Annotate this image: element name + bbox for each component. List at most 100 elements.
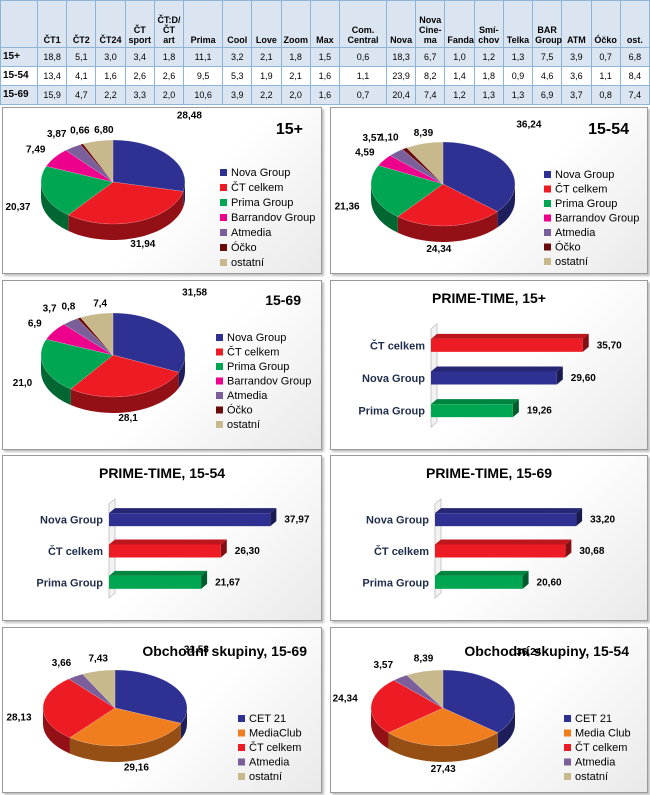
table-cell: 18,3 [385, 47, 417, 67]
legend-label: Atmedia [249, 757, 290, 769]
table-cell: 3,7 [561, 85, 592, 105]
pie-slice-side [497, 708, 515, 749]
pie-slice-side [183, 182, 185, 208]
legend-swatch [564, 773, 571, 780]
legend-label: ČT celkem [249, 741, 301, 754]
pie-slice-barrandov-group [45, 149, 114, 183]
slice-value-label: 3,66 [52, 658, 72, 669]
legend-label: Óčko [231, 241, 257, 254]
legend-swatch [220, 184, 227, 191]
pie-slice-ostatn- [406, 669, 444, 709]
slice-value-label: 20,37 [5, 202, 30, 213]
bar-prima-group [435, 575, 523, 589]
bar-nova-group [435, 513, 577, 527]
pie-slice--t-celkem [370, 679, 444, 734]
legend-swatch [238, 729, 245, 737]
column-header: Max [309, 0, 340, 48]
legend-swatch [544, 214, 551, 222]
pie-slice-prima-group [40, 339, 114, 390]
pie-slice-barrandov-group [45, 324, 114, 356]
legend-label: Prima Group [555, 198, 617, 210]
legend-swatch [544, 229, 551, 236]
category-label: Nova Group [362, 373, 425, 385]
table-cell: 13,4 [36, 66, 68, 86]
bar-side [220, 539, 227, 558]
slice-value-label: 28,48 [177, 110, 202, 121]
table-cell: 0,9 [502, 66, 534, 86]
bar--t-celkem [435, 544, 566, 558]
legend-swatch [220, 259, 227, 266]
category-label: Nova Group [366, 515, 429, 527]
bar-top [431, 366, 563, 372]
column-header: Prima [183, 0, 224, 48]
slice-value-label: 31,58 [182, 288, 207, 299]
category-label: ČT celkem [374, 545, 429, 558]
table-cell: 4,6 [532, 66, 563, 86]
pie-slice-ostatn- [406, 141, 444, 185]
table-cell: 1,4 [444, 66, 475, 86]
slice-value-label: 0,8 [61, 301, 75, 312]
legend-label: Atmedia [227, 390, 268, 402]
slice-value-label: 3,7 [43, 304, 57, 315]
slice-value-label: 27,43 [431, 764, 456, 775]
column-header: Smí-chov [473, 0, 504, 48]
slice-value-label: 4,59 [355, 147, 375, 158]
bar-side [512, 399, 519, 418]
pie-slice-ostatn- [82, 669, 116, 709]
legend-label: ostatní [555, 256, 588, 268]
legend-label: ostatní [575, 771, 608, 783]
pie-slice--ko [79, 143, 114, 183]
table-cell: 6,9 [532, 85, 563, 105]
legend-swatch [544, 171, 551, 178]
legend-swatch [216, 406, 223, 414]
pie-chart-business-groups-15-54: Obchodní skupiny, 15-54 36,24 27,43 24,34 3,… [330, 627, 648, 793]
slice-value-label: 36,24 [516, 120, 541, 131]
chart-title: PRIME-TIME, 15-69 [426, 465, 552, 481]
slice-value-label: 7,49 [26, 145, 46, 156]
legend-label: ČT celkem [231, 181, 283, 194]
legend-label: ČT celkem [555, 183, 607, 196]
legend-label: ostatní [231, 257, 264, 269]
legend-swatch [564, 758, 571, 766]
slice-value-label: 3,57 [374, 660, 394, 671]
legend-swatch [220, 214, 227, 221]
column-header: BAR Group [532, 0, 563, 48]
table-cell: 1,1 [590, 66, 621, 86]
bar-chart-prime-time-15-54: PRIME-TIME, 15-54 Nova Group 37,97 ČT celke… [2, 455, 322, 621]
bar-top [109, 570, 208, 576]
bar-side [556, 366, 563, 385]
legend-label: Nova Group [555, 169, 614, 181]
slice-value-label: 29,16 [124, 763, 149, 774]
row-label: 15+ [0, 47, 38, 67]
legend-label: Nova Group [231, 167, 290, 179]
legend-swatch [564, 715, 571, 722]
pie-slice-barrandov-group [377, 155, 444, 185]
table-cell: 3,0 [95, 47, 126, 67]
legend-swatch [216, 421, 223, 428]
column-header: Cool [222, 0, 253, 48]
bar-chart-prime-time-15-plus: PRIME-TIME, 15+ ČT celkem 35,70 Nova Group 2… [330, 280, 648, 450]
bar-value-label: 29,60 [571, 373, 596, 384]
bar-top [431, 333, 589, 339]
legend-label: CET 21 [249, 713, 286, 725]
legend-label: ČT celkem [575, 741, 627, 754]
pie-slice-ostatn- [82, 139, 114, 183]
table-cell: 6,7 [415, 47, 446, 67]
ratings-table: ČT1 ČT2 ČT24 ČT sport ČT:D/ČT art Prima Cool Lo… [0, 0, 650, 105]
table-cell: 7,4 [619, 85, 650, 105]
table-cell: 1,6 [309, 66, 340, 86]
chart-title: Obchodní skupiny, 15-54 [464, 643, 629, 659]
legend-swatch [238, 773, 245, 780]
legend-label: ČT celkem [227, 346, 279, 359]
table-cell: 2,6 [153, 66, 185, 86]
table-cell: 8,4 [619, 66, 650, 86]
table-cell: 3,9 [222, 85, 253, 105]
legend-label: Barrandov Group [227, 376, 311, 388]
table-row: 15+ 18,8 5,1 3,0 3,4 1,8 11,1 3,2 2,1 1,8 1,5 0,6 18… [0, 47, 650, 67]
legend-label: Atmedia [231, 227, 272, 239]
pie-slice-side [180, 708, 187, 740]
category-label: Nova Group [40, 515, 103, 527]
bar-side [582, 333, 589, 352]
bar-top [435, 539, 572, 545]
table-cell: 11,1 [183, 47, 224, 67]
